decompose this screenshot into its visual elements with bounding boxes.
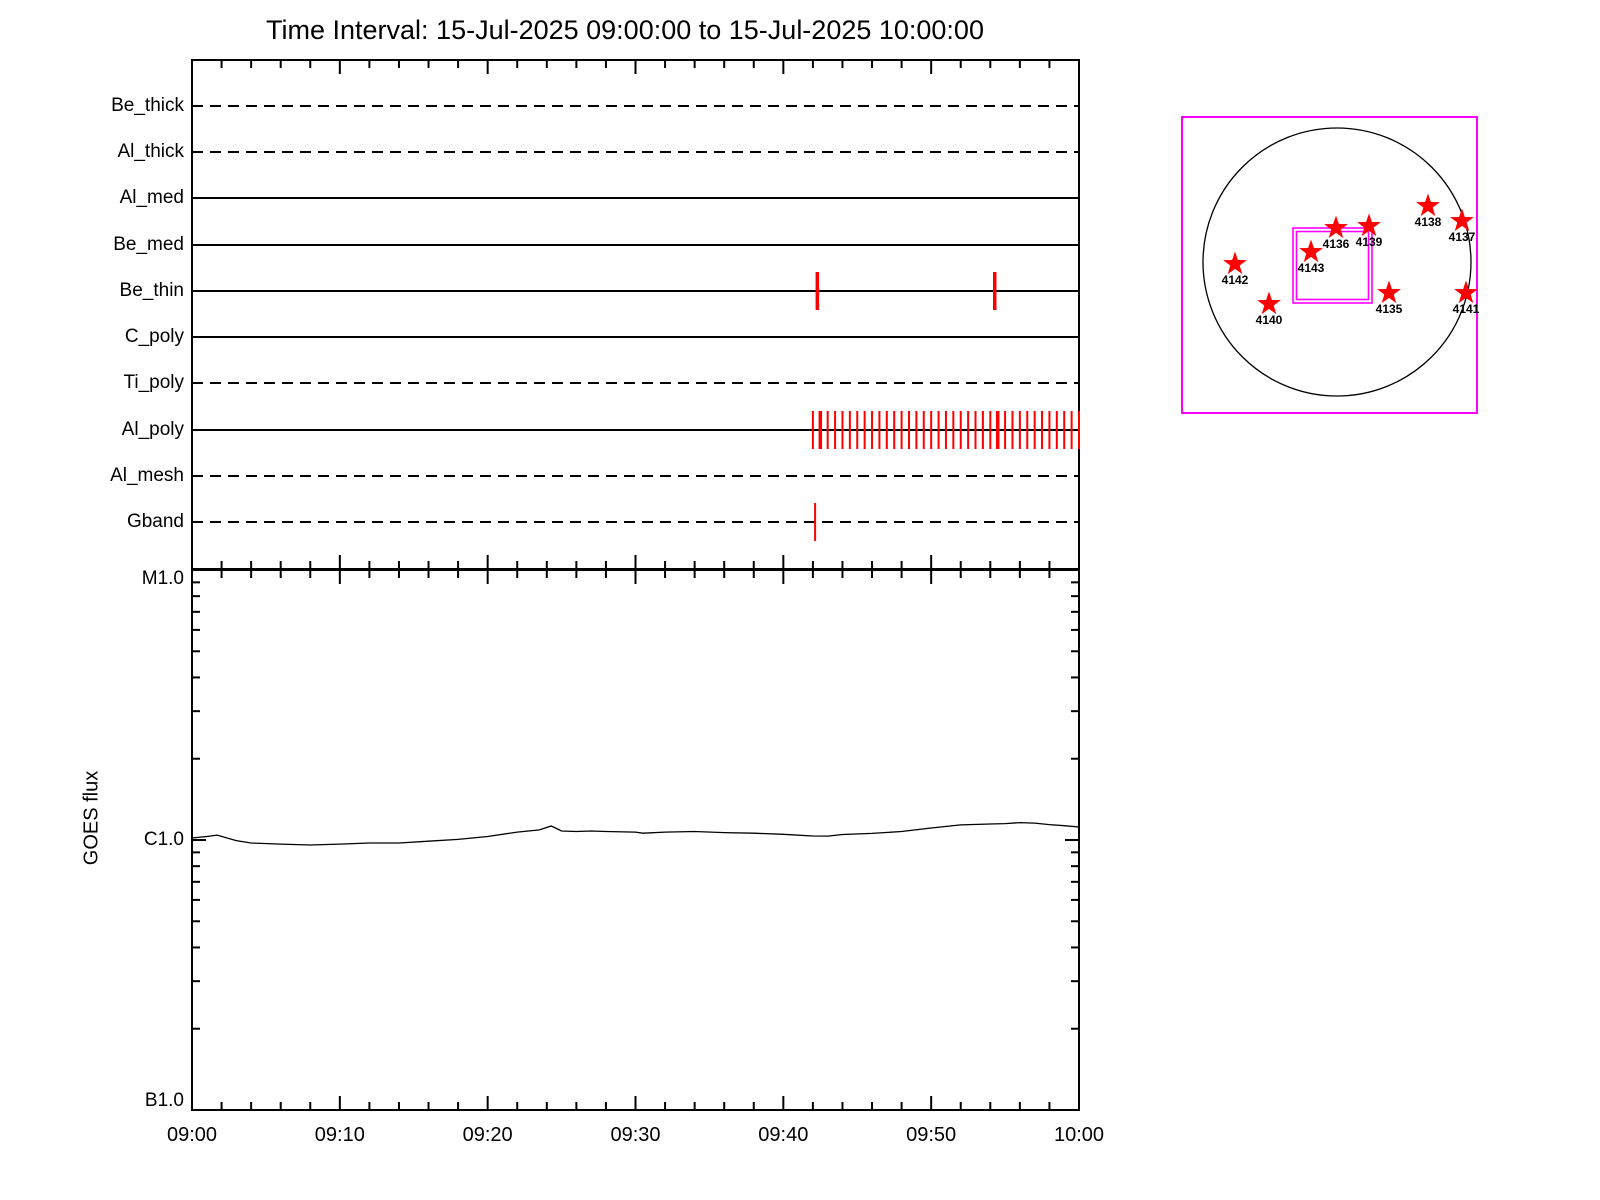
goes-ytick-label-B1.0: B1.0 [144, 1090, 184, 1111]
xtick-label-09:00: 09:00 [166, 1124, 218, 1146]
xtick-label-09:50: 09:50 [906, 1124, 957, 1146]
solar-limb-circle [1202, 127, 1472, 397]
goes-flux-curve [191, 821, 1080, 846]
filter-panel-frame [191, 59, 1080, 570]
active-region-star-4137 [1450, 208, 1474, 232]
xtick-label-09:40: 09:40 [758, 1124, 809, 1146]
active-region-label-4140: 4140 [1255, 313, 1283, 327]
x-ticks-filter-bottom [191, 555, 1080, 569]
active-region-label-4137: 4137 [1448, 230, 1476, 244]
goes-panel-frame [191, 569, 1080, 1111]
solar-disk-inset [1181, 116, 1478, 414]
xtick-label-10:00: 10:00 [1053, 1124, 1105, 1146]
filter-label-Al_mesh: Al_mesh [110, 465, 184, 486]
goes-ytick-label-M1.0: M1.0 [141, 568, 184, 589]
active-region-label-4138: 4138 [1414, 215, 1442, 229]
filter-label-Gband: Gband [126, 511, 184, 532]
active-region-label-4141: 4141 [1452, 302, 1480, 316]
active-region-star-4135 [1377, 280, 1401, 304]
inset-frame [1181, 116, 1478, 414]
active-region-label-4139: 4139 [1355, 235, 1383, 249]
filter-label-Be_thin: Be_thin [119, 280, 184, 301]
active-region-star-4143 [1299, 239, 1323, 263]
filter-row-Be_thin [192, 272, 1079, 310]
filter-label-Be_thick: Be_thick [111, 95, 184, 116]
xtick-label-09:30: 09:30 [610, 1124, 661, 1146]
xtick-label-09:10: 09:10 [314, 1124, 365, 1146]
filter-row-Al_poly [192, 411, 1080, 449]
goes-ytick-label-C1.0: C1.0 [143, 829, 184, 850]
goes-flux-axis-label: GOES flux [80, 770, 103, 866]
filter-label-Al_thick: Al_thick [117, 141, 184, 162]
active-region-star-4141 [1454, 280, 1478, 304]
active-region-label-4142: 4142 [1221, 273, 1249, 287]
xtick-label-09:20: 09:20 [462, 1124, 513, 1146]
x-ticks-filter-top [191, 60, 1080, 74]
active-region-label-4143: 4143 [1297, 261, 1325, 275]
active-region-star-4142 [1223, 251, 1247, 275]
x-ticks-goes-top [191, 570, 1080, 584]
filter-label-Ti_poly: Ti_poly [123, 372, 184, 393]
x-ticks-goes-bottom [191, 1096, 1080, 1110]
active-region-star-4140 [1257, 291, 1281, 315]
active-region-label-4135: 4135 [1375, 302, 1403, 316]
filter-label-Be_med: Be_med [113, 234, 184, 255]
filter-label-C_poly: C_poly [124, 326, 184, 347]
active-region-label-4136: 4136 [1322, 237, 1350, 251]
goes-y-ticks [192, 569, 1079, 1111]
filter-label-Al_med: Al_med [119, 187, 184, 208]
active-region-star-4139 [1357, 213, 1381, 237]
filter-row-Gband [192, 503, 1079, 541]
active-region-star-4136 [1324, 215, 1348, 239]
filter-label-Al_poly: Al_poly [121, 419, 184, 440]
active-region-star-4138 [1416, 193, 1440, 217]
figure-title: Time Interval: 15-Jul-2025 09:00:00 to 1… [266, 15, 984, 45]
